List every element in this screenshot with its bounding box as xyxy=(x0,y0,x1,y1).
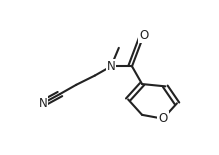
Text: N: N xyxy=(107,60,115,73)
Text: N: N xyxy=(39,97,47,110)
Text: O: O xyxy=(139,29,148,42)
Text: O: O xyxy=(158,112,168,125)
